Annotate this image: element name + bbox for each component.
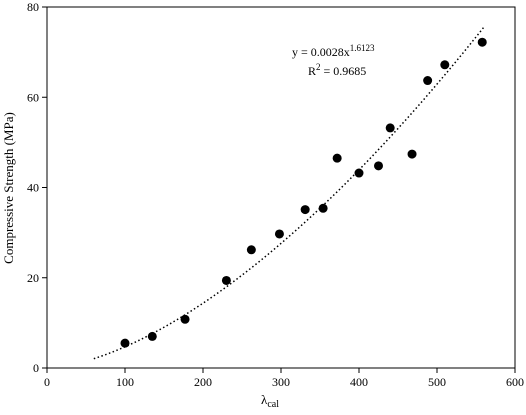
data-point — [147, 331, 157, 341]
x-tick-label: 100 — [116, 375, 134, 389]
data-point — [374, 161, 383, 171]
data-point — [332, 153, 342, 163]
equation-prefix: y = 0.0028x — [292, 45, 350, 59]
r-squared-exp: 2 — [316, 62, 321, 72]
y-tick-label: 20 — [27, 271, 39, 285]
x-axis: 0 100 200 300 400 500 600 — [44, 368, 524, 389]
r-squared-value: = 0.9685 — [321, 64, 367, 78]
data-point — [423, 76, 433, 86]
x-tick-label: 200 — [194, 375, 212, 389]
data-point — [221, 275, 231, 285]
data-point — [274, 229, 284, 239]
data-point — [120, 338, 130, 348]
data-point — [477, 37, 487, 47]
y-tick-label: 80 — [27, 0, 39, 14]
x-axis-title: λcal — [261, 392, 279, 410]
data-points — [120, 37, 487, 348]
trendline — [93, 26, 485, 360]
y-tick-label: 0 — [33, 361, 39, 375]
x-tick-label: 0 — [44, 375, 50, 389]
x-tick-label: 500 — [428, 375, 446, 389]
equation-exponent: 1.6123 — [350, 43, 375, 53]
x-tick-label: 300 — [272, 375, 290, 389]
equation-label: y = 0.0028x1.6123 — [292, 43, 375, 59]
x-tick-label: 400 — [350, 375, 368, 389]
data-point — [318, 203, 328, 213]
data-point — [407, 149, 417, 159]
r-squared-prefix: R — [308, 64, 316, 78]
data-point — [300, 205, 310, 215]
y-axis-title: Compressive Strength (MPa) — [1, 112, 16, 264]
data-point — [385, 123, 395, 133]
x-axis-title-main: λ — [261, 392, 268, 407]
data-point — [440, 60, 450, 70]
r-squared-label: R2 = 0.9685 — [308, 62, 366, 78]
data-point — [180, 314, 190, 324]
x-axis-title-sub: cal — [267, 399, 279, 410]
data-point — [246, 245, 256, 255]
y-tick-label: 40 — [27, 181, 39, 195]
y-tick-label: 60 — [27, 90, 39, 104]
y-axis: 0 20 40 60 80 — [27, 0, 47, 375]
x-tick-label: 600 — [506, 375, 524, 389]
data-point — [354, 168, 364, 178]
